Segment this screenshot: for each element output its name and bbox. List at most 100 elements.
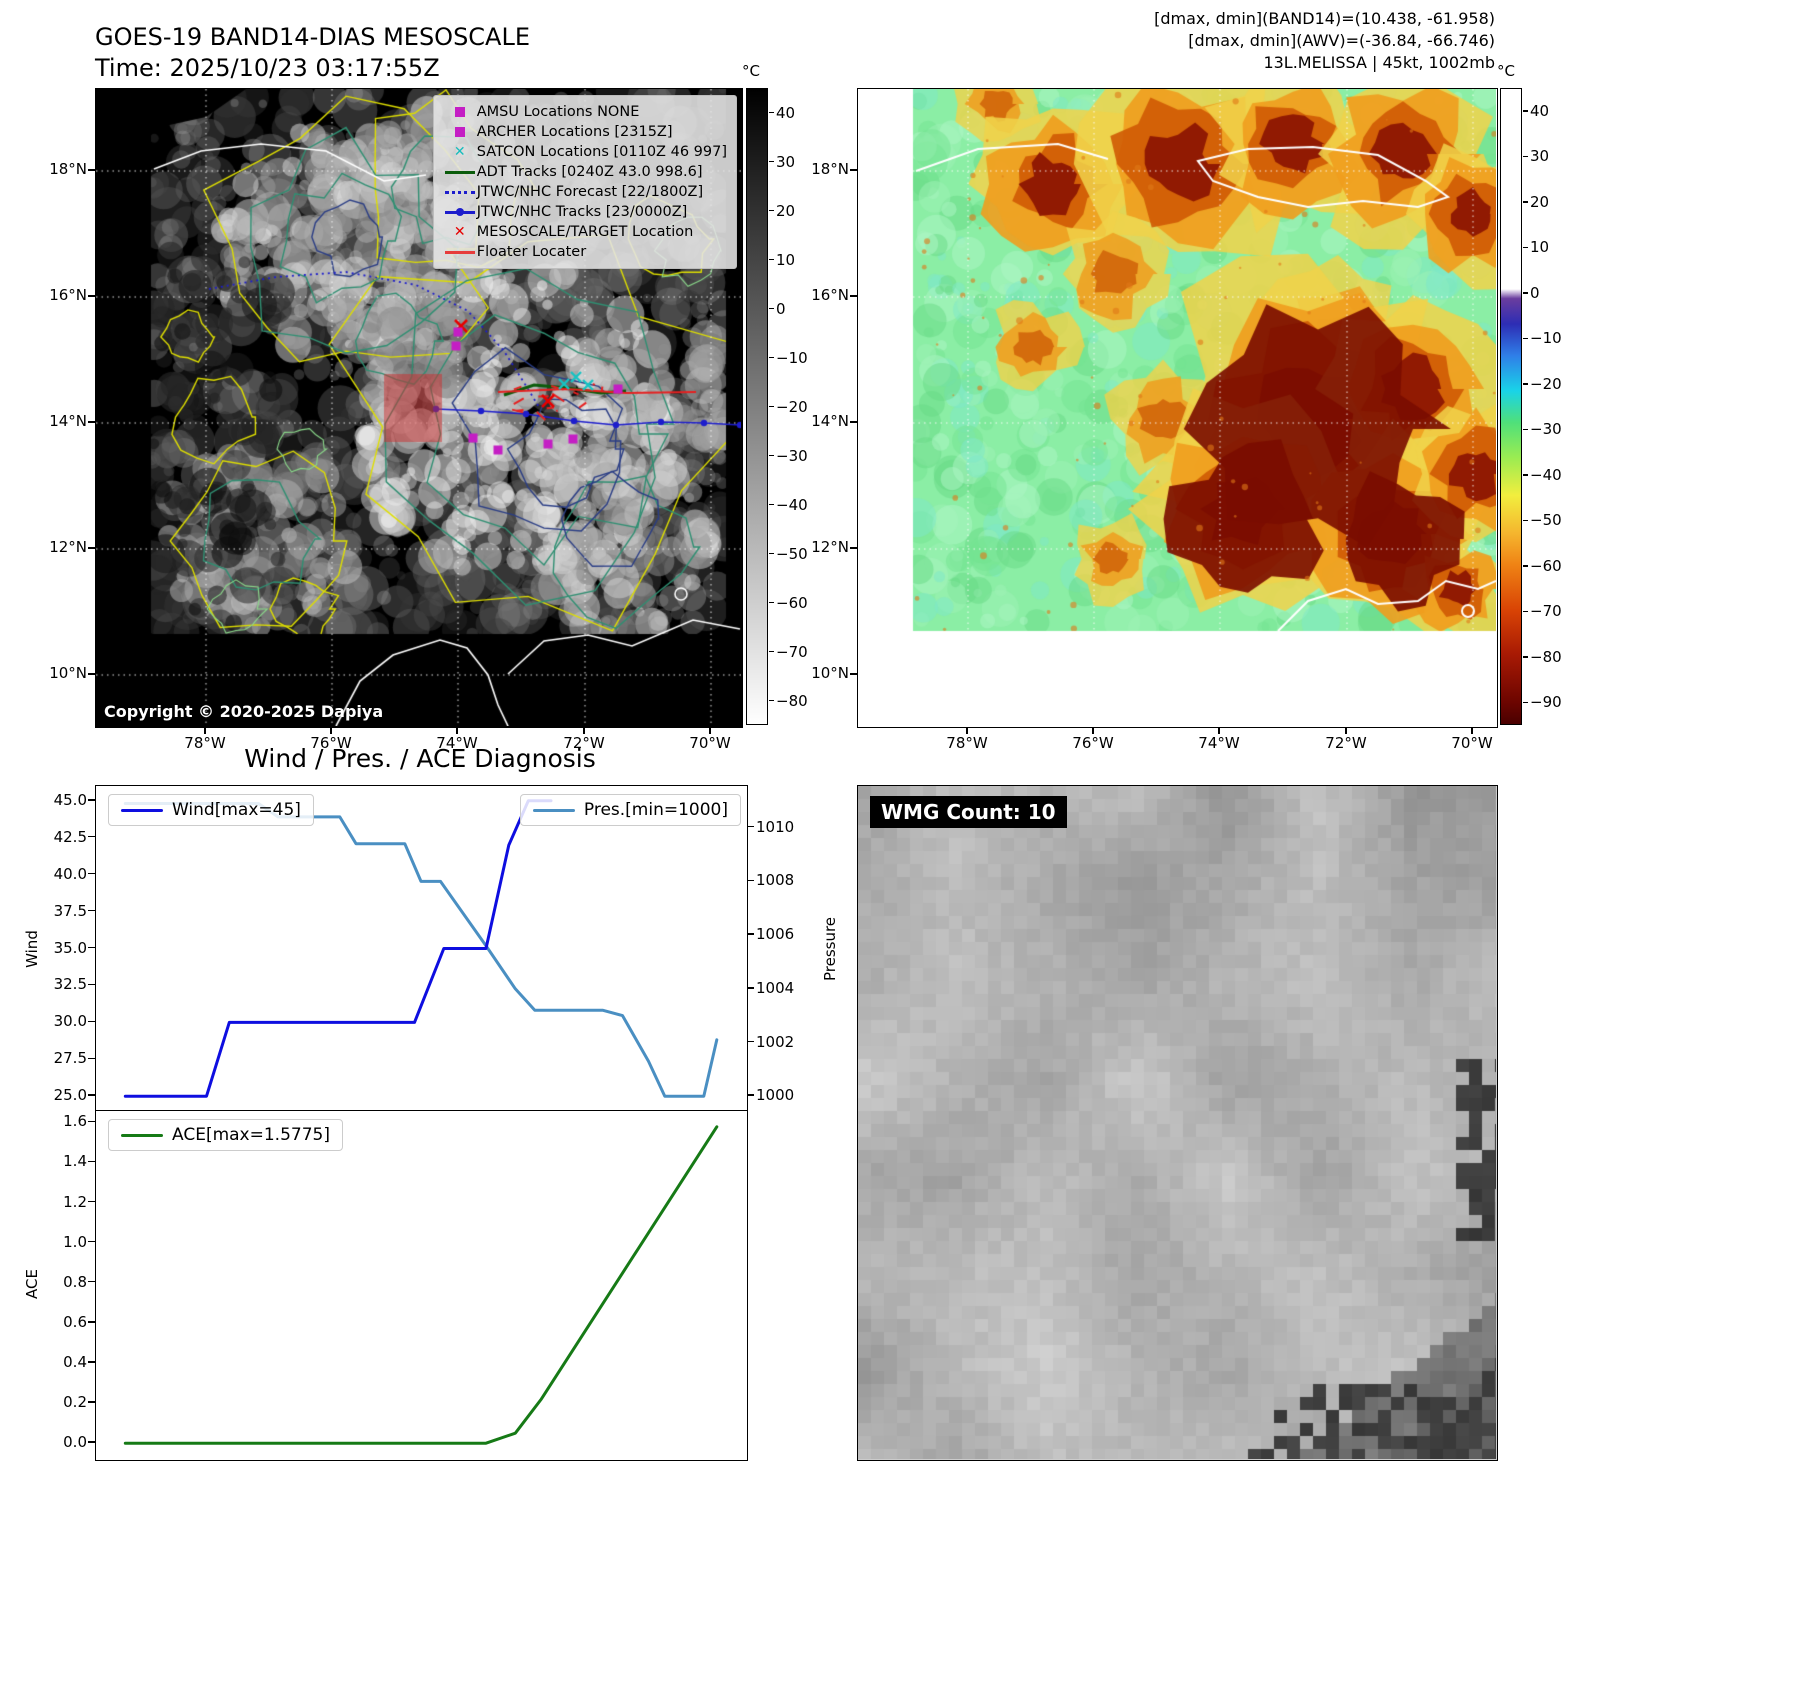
lat-tick-label: 14°N	[49, 412, 87, 430]
axis-tick-mark	[1523, 428, 1528, 430]
y-tick-label: 25.0	[53, 1086, 87, 1105]
axis-tick-mark	[1523, 383, 1528, 385]
axis-tick-mark	[850, 673, 857, 675]
band14-colorbar-unit: °C	[742, 62, 760, 80]
axis-tick-mark	[88, 799, 95, 801]
pressure-legend-line	[532, 808, 575, 812]
legend-item-label: Floater Locater	[476, 244, 587, 260]
legend-item-label: AMSU Locations NONE	[476, 104, 640, 120]
axis-tick-mark	[88, 421, 95, 423]
axis-tick-mark	[747, 879, 754, 882]
legend-item-label: JTWC/NHC Forecast [22/1800Z]	[476, 184, 704, 200]
axis-tick-mark	[88, 1120, 95, 1123]
legend-marker-x: ✕	[443, 145, 477, 159]
axis-tick-mark	[747, 825, 754, 828]
legend-marker-square	[443, 127, 477, 137]
axis-tick-mark	[769, 209, 774, 212]
y-tick-label: 0.6	[63, 1312, 87, 1331]
colorbar-tick-label: −70	[1530, 602, 1562, 621]
colorbar-tick-label: 40	[1530, 101, 1550, 120]
legend-item: ✕ MESOSCALE/TARGET Location	[443, 222, 727, 242]
legend-item-label: SATCON Locations [0110Z 46 997]	[476, 144, 727, 160]
axis-tick-mark	[88, 1240, 95, 1243]
colorbar-tick-label: 40	[776, 103, 796, 122]
axis-tick-mark	[1523, 155, 1528, 157]
axis-tick-mark	[88, 835, 95, 838]
legend-item-label: ARCHER Locations [2315Z]	[476, 124, 673, 140]
axis-tick-mark	[88, 1401, 95, 1403]
awv-header-block: [dmax, dmin](BAND14)=(10.438, -61.958) […	[960, 8, 1495, 74]
y-tick-label: 1.2	[63, 1192, 87, 1211]
axis-tick-mark	[769, 503, 774, 506]
colorbar-tick-label: 30	[1530, 147, 1550, 166]
y-tick-label: 0.0	[63, 1433, 87, 1452]
band14-title-block: GOES-19 BAND14-DIAS MESOSCALE Time: 2025…	[95, 22, 530, 84]
colorbar-tick-label: −60	[1530, 556, 1562, 575]
ace-chart: ACE[max=1.5775]	[95, 1110, 748, 1461]
lat-tick-label: 16°N	[49, 286, 87, 304]
axis-tick-mark	[456, 727, 458, 734]
ace-legend-label: ACE[max=1.5775]	[172, 1125, 330, 1145]
axis-tick-mark	[88, 872, 95, 875]
y-tick-label: 32.5	[53, 975, 87, 994]
axis-tick-mark	[1345, 727, 1347, 734]
axis-tick-mark	[1523, 565, 1528, 567]
lon-tick-label: 74°W	[436, 734, 478, 752]
y-tick-label: 30.0	[53, 1012, 87, 1031]
line-dot-marker-icon	[444, 207, 475, 217]
axis-tick-mark	[850, 421, 857, 423]
x-marker-icon: ✕	[453, 144, 466, 160]
line-marker-icon	[444, 170, 475, 174]
axis-tick-mark	[1218, 727, 1220, 734]
axis-tick-mark	[88, 1321, 95, 1323]
axis-tick-mark	[850, 295, 857, 297]
axis-tick-mark	[1523, 610, 1528, 612]
band14-colorbar-gradient	[747, 89, 767, 724]
axis-tick-mark	[1523, 474, 1528, 476]
y-tick-label: 37.5	[53, 901, 87, 920]
axis-tick-mark	[769, 601, 774, 604]
pressure-legend: Pres.[min=1000]	[519, 794, 741, 826]
axis-tick-mark	[850, 169, 857, 171]
lon-tick-label: 72°W	[1325, 734, 1367, 752]
y-tick-label: 1000	[756, 1086, 795, 1105]
axis-tick-mark	[709, 727, 711, 734]
legend-marker-line-dot	[443, 207, 477, 217]
colorbar-tick-label: −30	[776, 446, 808, 465]
wind-legend-line	[121, 808, 163, 812]
colorbar-tick-label: 10	[1530, 238, 1550, 257]
legend-item: ARCHER Locations [2315Z]	[443, 122, 727, 142]
y-tick-label: 1004	[756, 978, 795, 997]
awv-colorbar-unit: °C	[1497, 62, 1515, 80]
square-marker-icon	[454, 107, 465, 117]
axis-tick-mark	[1523, 656, 1528, 658]
axis-tick-mark	[1523, 246, 1528, 248]
legend-marker-line	[443, 170, 477, 174]
axis-tick-mark	[88, 1094, 95, 1096]
ace-legend-line	[121, 1133, 163, 1137]
axis-tick-mark	[88, 1441, 95, 1443]
axis-tick-mark	[1523, 110, 1528, 112]
legend-item-label: MESOSCALE/TARGET Location	[476, 224, 694, 240]
legend-item-label: ADT Tracks [0240Z 43.0 998.6]	[476, 164, 703, 180]
wind-pressure-chart: Wind[max=45] Pres.[min=1000]	[95, 785, 748, 1113]
pressure-axis-label: Pressure	[821, 916, 839, 982]
line-marker-icon	[444, 250, 475, 254]
axis-tick-mark	[88, 1057, 95, 1060]
pressure-legend-label: Pres.[min=1000]	[583, 800, 728, 820]
legend-item: JTWC/NHC Tracks [23/0000Z]	[443, 202, 727, 222]
colorbar-tick-label: −50	[1530, 511, 1562, 530]
axis-tick-mark	[769, 356, 774, 359]
axis-tick-mark	[769, 650, 774, 653]
y-tick-label: 42.5	[53, 827, 87, 846]
axis-tick-mark	[583, 727, 585, 734]
y-tick-label: 1010	[756, 817, 795, 836]
colorbar-tick-label: −80	[776, 691, 808, 710]
colorbar-tick-label: 10	[776, 250, 796, 269]
lat-tick-label: 16°N	[811, 286, 849, 304]
colorbar-tick-label: 0	[1530, 283, 1540, 302]
axis-tick-mark	[747, 1094, 754, 1096]
colorbar-tick-label: −10	[776, 348, 808, 367]
axis-tick-mark	[88, 1020, 95, 1023]
axis-tick-mark	[88, 983, 95, 986]
